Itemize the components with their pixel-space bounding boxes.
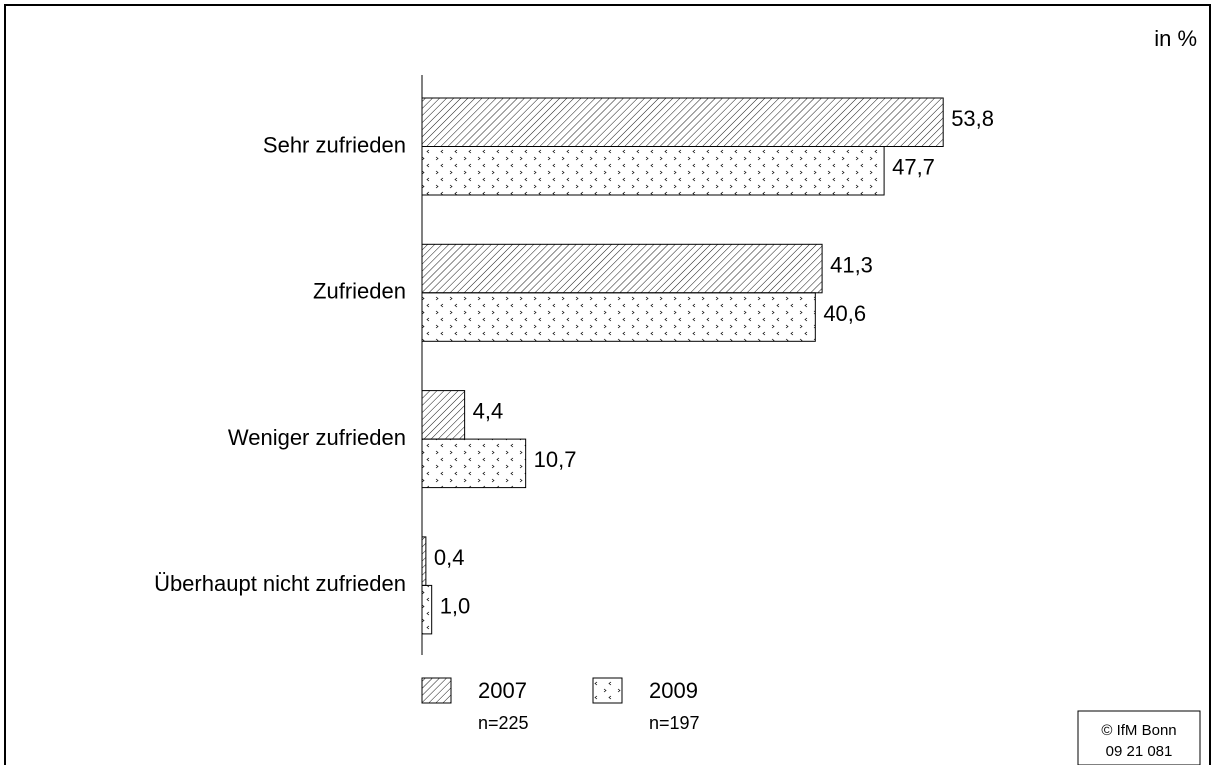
value-label: 0,4 xyxy=(434,545,465,570)
bar xyxy=(421,146,885,196)
bar xyxy=(421,390,466,440)
value-label: 4,4 xyxy=(473,399,504,424)
value-label: 40,6 xyxy=(823,301,866,326)
value-label: 10,7 xyxy=(534,447,577,472)
bar xyxy=(421,536,427,586)
bar xyxy=(421,438,527,489)
legend-swatch xyxy=(592,677,623,704)
value-label: 53,8 xyxy=(951,106,994,131)
value-label: 1,0 xyxy=(440,593,471,618)
y-tick-label: Sehr zufrieden xyxy=(263,132,406,157)
y-tick-label: Weniger zufrieden xyxy=(228,425,406,450)
legend-label: 2007 xyxy=(478,678,527,703)
bar xyxy=(421,584,433,635)
y-tick-label: Zufrieden xyxy=(313,279,406,304)
code: 09 21 081 xyxy=(1106,743,1173,760)
unit-label: in % xyxy=(1154,26,1197,51)
bar xyxy=(421,97,944,147)
frame xyxy=(4,4,1211,765)
legend-sample: n=225 xyxy=(478,713,529,733)
legend-sample: n=197 xyxy=(649,713,700,733)
value-label: 47,7 xyxy=(892,155,935,180)
source-box xyxy=(1077,710,1201,765)
bar xyxy=(421,292,816,342)
value-label: 41,3 xyxy=(830,252,873,277)
source: © IfM Bonn xyxy=(1101,722,1176,739)
legend-label: 2009 xyxy=(649,678,698,703)
y-tick-label: Überhaupt nicht zufrieden xyxy=(154,571,406,596)
legend-swatch xyxy=(421,677,452,704)
bar xyxy=(421,243,823,294)
